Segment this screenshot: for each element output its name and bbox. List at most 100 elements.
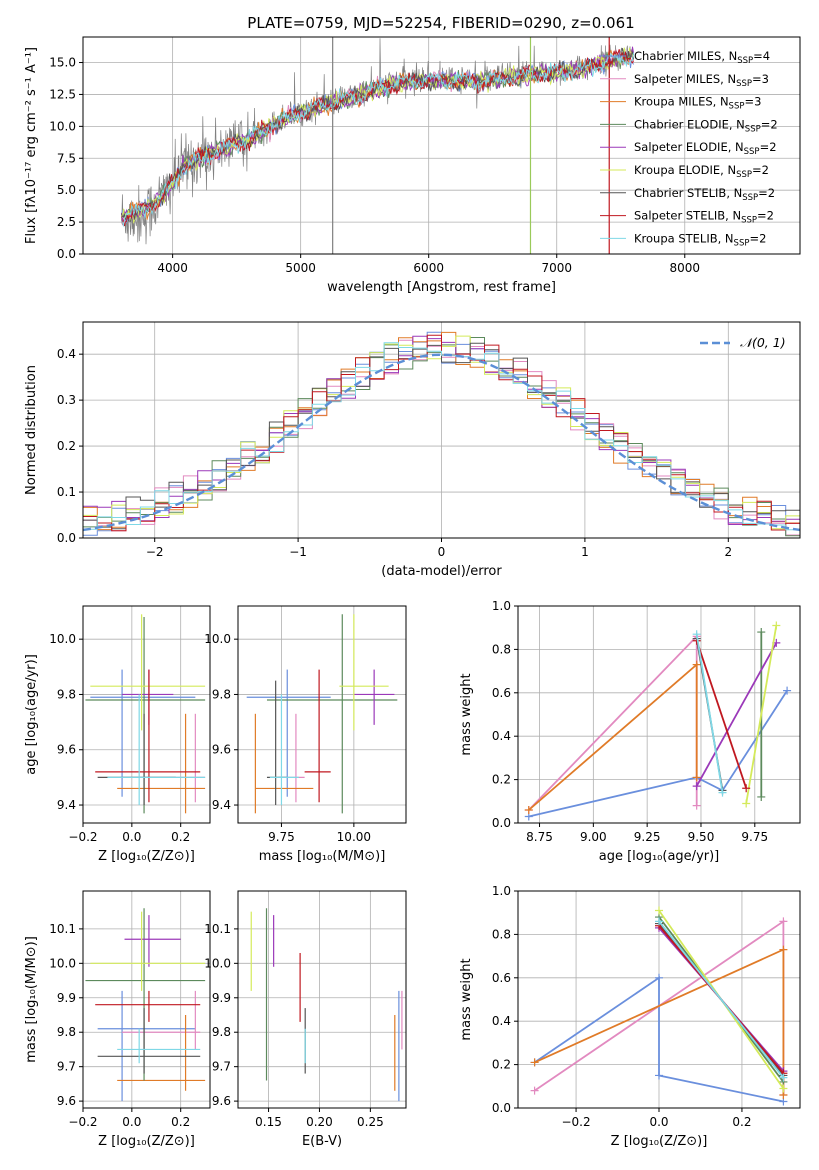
weight-point: [692, 801, 701, 810]
y-tick-label: 9.8: [212, 1025, 231, 1039]
axes-frame: [82, 605, 211, 824]
y-tick-label: 0.4: [492, 1014, 511, 1028]
weight-point: [757, 628, 766, 637]
errorbar-chabrier-miles: [97, 990, 196, 1102]
grid: [518, 606, 800, 823]
x-tick-label: 0.0: [649, 1115, 668, 1129]
y-tick-label: 9.4: [57, 798, 76, 812]
y-axis-label: mass weight: [459, 958, 474, 1040]
y-tick-label: 9.4: [212, 798, 231, 812]
legend-entry-n: =2: [757, 209, 774, 223]
weight-line: [528, 662, 698, 811]
panel-weights-vs-age: 8.75 9.00 9.25 9.50 9.75 0.0 0.2 0.4 0.6 0.8 1.0 ag…: [459, 599, 801, 864]
weight-line: [695, 634, 724, 793]
legend-entry-sub: SSP: [742, 193, 758, 203]
legend-entry-sub: SSP: [737, 56, 753, 66]
legend-entry: Salpeter STELIB, NSSP=2: [634, 209, 774, 226]
errorbar-salpeter-elodie: [353, 669, 395, 725]
panel-age-vs-Z: −0.2 0.0 0.2 9.4 9.6 9.8 10.0 Z [log₁₀(Z/Z⊙)] ag…: [24, 605, 211, 864]
weight-point: [757, 792, 766, 801]
legend-entry: Salpeter ELODIE, NSSP=2: [634, 140, 777, 157]
residual-histogram: [83, 342, 800, 531]
y-tick-label: 10.1: [49, 922, 76, 936]
weight-point: [655, 1071, 663, 1080]
y-tick-label: 9.6: [212, 743, 231, 757]
x-axis-label: mass [log₁₀(M/M⊙)]: [259, 849, 386, 864]
legend-entry-sub: SSP: [729, 102, 745, 112]
x-axis-label: E(B-V): [302, 1134, 342, 1149]
x-axis-label: age [log₁₀(age/yr)]: [599, 849, 720, 864]
legend-entry-sub: SSP: [741, 216, 757, 226]
weight-line: [658, 920, 785, 1079]
weight-point: [779, 1073, 788, 1082]
grid: [83, 37, 800, 254]
x-tick-label: 0: [438, 545, 446, 559]
x-tick-label: 1: [581, 545, 589, 559]
x-axis-label: wavelength [Angstrom, rest frame]: [327, 280, 556, 295]
errorbar-chabrier-miles: [246, 669, 331, 797]
plot-area: [518, 891, 800, 1108]
y-tick-label: 9.8: [57, 687, 76, 701]
panel-residuals: −2 −1 0 1 2 0.0 0.1 0.2 0.3 0.4 (data-model)/error…: [24, 321, 801, 579]
weight-line: [695, 640, 748, 789]
legend-entry-n: =2: [752, 163, 769, 177]
legend-entry-sub: SSP: [736, 170, 752, 180]
x-tick-label: 6000: [413, 261, 444, 275]
weight-point: [655, 906, 663, 915]
x-tick-label: 7000: [541, 261, 572, 275]
weight-point: [530, 1086, 539, 1095]
y-axis-label: age [log₁₀(age/yr)]: [24, 654, 39, 775]
plot-area: [83, 891, 210, 1108]
weight-point: [655, 917, 663, 926]
x-tick-label: −0.2: [561, 1115, 590, 1129]
errorbar-kroupa-miles: [117, 1015, 206, 1091]
axes-frame: [82, 890, 211, 1109]
y-tick-label: 7.5: [57, 151, 76, 165]
x-tick-label: 0.2: [171, 1115, 190, 1129]
y-axis-label: Normed distribution: [24, 365, 39, 495]
x-tick-label: 9.75: [268, 830, 295, 844]
plot-area: [83, 606, 210, 823]
figure-title: PLATE=0759, MJD=52254, FIBERID=0290, z=0…: [247, 14, 634, 32]
x-tick-label: −0.2: [68, 830, 97, 844]
weight-point: [692, 660, 701, 669]
errorbar-kroupa-stelib: [107, 694, 206, 806]
grid: [238, 891, 406, 1108]
y-tick-label: 9.6: [212, 1094, 231, 1108]
y-tick-label: 9.9: [212, 991, 231, 1005]
y-tick-label: 9.8: [212, 687, 231, 701]
legend-entry: Kroupa MILES, NSSP=3: [634, 95, 761, 112]
legend-entry-n: =2: [758, 186, 775, 200]
weight-point: [783, 686, 792, 695]
panel-mass-vs-Z: −0.2 0.0 0.2 9.6 9.7 9.8 9.9 10.0 10.1 Z [log₁₀(Z…: [24, 890, 211, 1149]
x-tick-label: 10.00: [337, 830, 371, 844]
legend-entry-sub: SSP: [745, 124, 761, 134]
y-tick-label: 0.6: [492, 686, 511, 700]
errorbar-chabrier-miles: [90, 669, 196, 797]
panel-age-vs-mass: 9.75 10.00 9.4 9.6 9.8 10.0 mass [log₁₀(M/M⊙)]: [204, 605, 407, 864]
x-tick-label: −0.2: [68, 1115, 97, 1129]
panel-mass-vs-EBV: 0.15 0.20 0.25 9.6 9.7 9.8 9.9 10.0 10.1 E(B-V): [204, 890, 407, 1149]
grid: [83, 606, 210, 823]
weight-point: [742, 784, 751, 793]
y-tick-label: 1.0: [492, 599, 511, 613]
y-tick-label: 1.0: [492, 884, 511, 898]
legend-entry: Salpeter MILES, NSSP=3: [634, 72, 769, 89]
panel-spectrum: 4000 5000 6000 7000 8000 0.0 2.5 5.0 7.5 10.0 12.5…: [24, 36, 801, 295]
plot-area: [238, 606, 406, 823]
grid: [238, 606, 406, 823]
y-tick-label: 0.8: [492, 927, 511, 941]
x-axis-label: Z [log₁₀(Z/Z⊙)]: [98, 1134, 195, 1149]
axes-frame: [82, 36, 801, 255]
y-tick-label: 0.0: [492, 1101, 511, 1115]
errorbar-chabrier-elodie: [266, 614, 398, 814]
legend-entry-sub: SSP: [734, 238, 750, 248]
weight-point: [524, 805, 533, 814]
y-tick-label: 9.8: [57, 1025, 76, 1039]
legend-entry-n: =3: [744, 95, 761, 109]
y-tick-label: 0.0: [57, 247, 76, 261]
legend-entry-n: =4: [753, 49, 770, 63]
y-tick-label: 5.0: [57, 183, 76, 197]
weight-point: [779, 917, 788, 926]
